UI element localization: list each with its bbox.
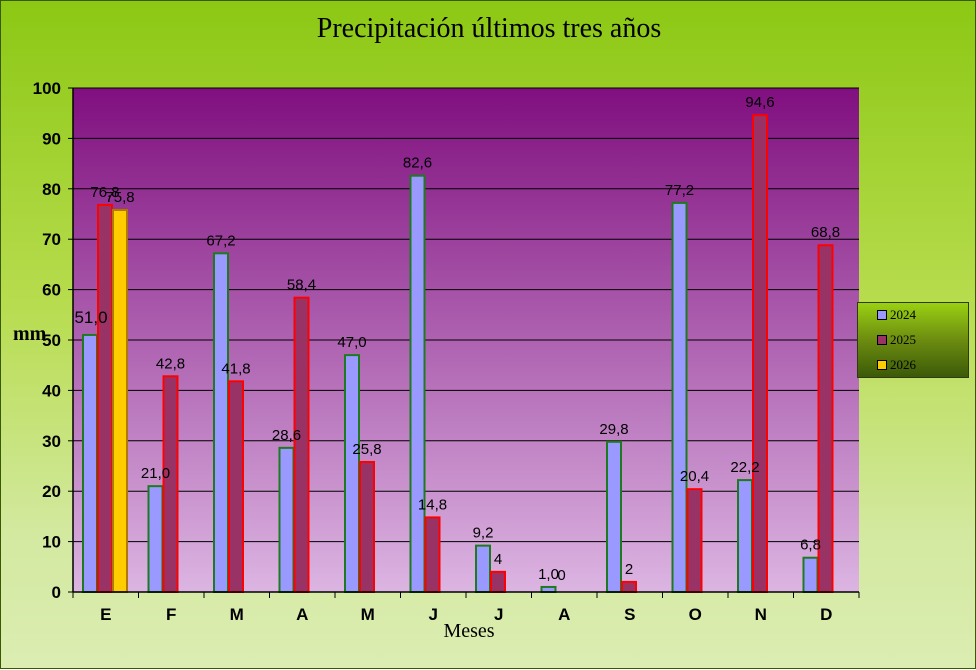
data-label-2024-7: 1,0 — [538, 566, 559, 583]
legend-item-2024: 2024 — [877, 307, 916, 323]
data-label-2025-6: 4 — [494, 551, 502, 568]
y-tick-label: 60 — [42, 281, 61, 300]
x-tick-label: A — [558, 605, 570, 624]
x-tick-label: M — [361, 605, 375, 624]
bar-2025-0 — [97, 203, 113, 593]
y-tick-label: 100 — [33, 79, 61, 98]
bar-2024-9 — [671, 201, 688, 594]
legend-label-2024: 2024 — [890, 307, 916, 322]
bar-2024-10 — [737, 479, 753, 593]
data-label-2025-3: 58,4 — [287, 277, 316, 294]
data-label-2024-1: 21,0 — [141, 465, 170, 482]
bar-2024-2 — [213, 252, 229, 593]
legend-swatch-2026 — [877, 360, 887, 370]
bar-2025-2 — [228, 380, 244, 593]
data-label-2025-7: 0 — [557, 567, 565, 584]
y-tick-label: 10 — [42, 533, 61, 552]
bar-2025-3 — [293, 296, 310, 593]
bar-2024-0 — [82, 333, 98, 593]
data-label-2025-1: 42,8 — [156, 355, 185, 372]
data-label-2024-3: 28,6 — [272, 427, 301, 444]
bar-2024-7 — [540, 585, 557, 594]
bar-2024-11 — [802, 556, 819, 594]
bar-2024-6 — [475, 544, 491, 594]
bar-2025-6 — [490, 570, 506, 594]
data-label-2024-0: 51,0 — [74, 308, 107, 327]
bar-2025-4 — [359, 460, 375, 593]
x-tick-label: M — [230, 605, 244, 624]
y-tick-label: 50 — [42, 331, 61, 350]
data-label-2024-11: 6,8 — [800, 537, 821, 554]
x-tick-label: A — [296, 605, 308, 624]
legend-swatch-2025 — [877, 335, 887, 345]
bar-2026-0 — [112, 208, 128, 594]
data-label-2025-2: 41,8 — [221, 360, 250, 377]
data-label-2025-5: 14,8 — [418, 496, 447, 513]
x-tick-label: D — [820, 605, 832, 624]
y-axis-title: mm — [13, 323, 47, 345]
x-tick-label: F — [166, 605, 176, 624]
data-label-2025-11: 68,8 — [811, 224, 840, 241]
data-label-2025-10: 94,6 — [745, 94, 774, 111]
bar-2025-5 — [424, 516, 441, 594]
x-tick-label: J — [429, 605, 438, 624]
data-label-2024-2: 67,2 — [206, 232, 235, 249]
bar-2024-8 — [606, 440, 622, 594]
y-tick-label: 0 — [52, 583, 61, 602]
legend-item-2025: 2025 — [877, 332, 916, 348]
x-axis-title: Meses — [443, 620, 495, 642]
y-tick-label: 80 — [42, 180, 61, 199]
chart-title: Precipitación últimos tres años — [316, 13, 662, 44]
data-label-2025-0: 76,8 — [90, 184, 119, 201]
bar-2024-5 — [409, 174, 426, 593]
data-label-2025-8: 2 — [625, 561, 633, 578]
y-tick-label: 40 — [42, 381, 61, 400]
y-tick-label: 70 — [42, 230, 61, 249]
bar-2025-9 — [686, 488, 703, 593]
x-tick-label: N — [755, 605, 767, 624]
data-label-2024-6: 9,2 — [473, 525, 494, 542]
x-tick-label: S — [624, 605, 635, 624]
y-tick-label: 30 — [42, 432, 61, 451]
y-tick-label: 90 — [42, 129, 61, 148]
x-tick-label: E — [100, 605, 111, 624]
x-tick-label: O — [689, 605, 702, 624]
data-label-2026-0: 75,8 — [105, 189, 134, 206]
legend-label-2026: 2026 — [890, 357, 916, 372]
bar-2024-4 — [344, 354, 360, 593]
legend-label-2025: 2025 — [890, 332, 916, 347]
bar-2024-1 — [147, 485, 164, 593]
data-label-2024-9: 77,2 — [665, 182, 694, 199]
data-label-2024-10: 22,2 — [730, 459, 759, 476]
legend-item-2026: 2026 — [877, 357, 916, 373]
data-label-2025-9: 20,4 — [680, 468, 709, 485]
bar-2025-8 — [621, 580, 637, 593]
bar-2024-3 — [278, 446, 295, 593]
legend-swatch-2024 — [877, 310, 887, 320]
legend: 2024 2025 2026 — [857, 302, 969, 378]
bar-2025-10 — [752, 114, 768, 593]
data-label-2024-5: 82,6 — [403, 155, 432, 172]
y-tick-label: 20 — [42, 482, 61, 501]
data-label-2024-4: 47,0 — [337, 334, 366, 351]
bar-2025-1 — [162, 375, 179, 593]
data-label-2024-8: 29,8 — [599, 421, 628, 438]
x-tick-label: J — [494, 605, 503, 624]
data-label-2025-4: 25,8 — [352, 441, 381, 458]
